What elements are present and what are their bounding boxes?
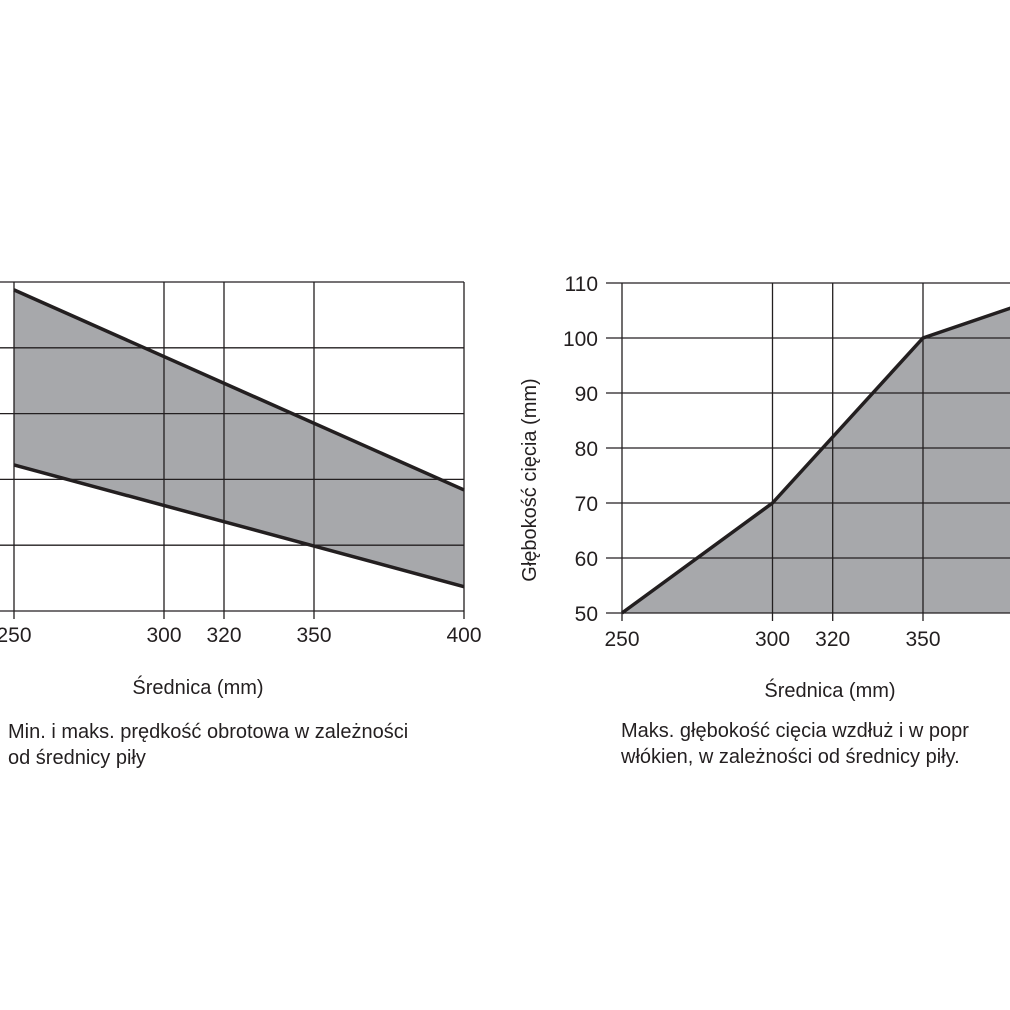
left-x-axis-label: Średnica (mm) [132,675,263,699]
right-y-tick-label: 50 [575,603,598,626]
right-x-tick-label: 300 [755,628,790,651]
left-caption-line-1: Min. i maks. prędkość obrotowa w zależno… [8,721,409,743]
right-y-tick-label: 60 [575,548,598,571]
right-caption-line-1: Maks. głębokość cięcia wzdłuż i w popr [621,720,969,742]
right-x-tick-label: 350 [905,628,940,651]
left-x-tick-label: 300 [146,624,181,647]
right-y-tick-label: 110 [565,273,598,296]
left-x-tick-label: 320 [206,624,241,647]
left-x-tick-label: 250 [0,624,32,647]
left-x-tick-label: 400 [446,624,481,647]
right-caption-line-2: włókien, w zależności od średnicy piły. [621,746,960,768]
right-x-tick-label: 250 [604,628,639,651]
right-area-fill [622,308,1010,613]
right-depth-line [620,306,1010,615]
left-chart-caption: Min. i maks. prędkość obrotowa w zależno… [8,719,408,771]
left-min-line [13,463,465,589]
right-y-tick-label: 90 [575,383,598,406]
right-y-axis-label: Głębokość cięcia (mm) [519,378,541,581]
left-band-fill [14,289,464,587]
right-x-axis-label: Średnica (mm) [764,678,895,702]
right-chart-caption: Maks. głębokość cięcia wzdłuż i w popr w… [621,718,969,770]
right-y-tick-label: 80 [575,438,598,461]
left-caption-line-2: od średnicy piły [8,747,146,769]
right-x-tick-label: 320 [815,628,850,651]
right-y-tick-label: 100 [563,328,598,351]
left-x-tick-label: 350 [296,624,331,647]
right-y-tick-label: 70 [575,493,598,516]
left-max-line [13,288,465,492]
